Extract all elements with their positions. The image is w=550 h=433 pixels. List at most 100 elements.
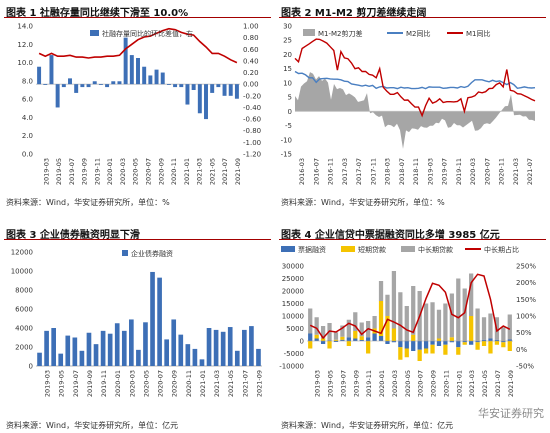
bar xyxy=(216,84,221,88)
y-tick-label-right: 200% xyxy=(516,279,536,287)
chart-panel-3: 图表 3 企业债券融资明显下滑 0 2000 4000 6000 8000 10000 12… xyxy=(0,222,275,433)
legend-swatch xyxy=(341,246,355,252)
bar-segment xyxy=(404,341,409,349)
x-tick-label: 2017-03 xyxy=(341,158,349,185)
legend-swatch xyxy=(122,250,128,256)
bar-segment xyxy=(308,341,313,349)
bar-segment xyxy=(340,336,345,340)
x-tick-label: 2018-03 xyxy=(384,158,392,185)
y-tick-label-left: 15000 xyxy=(282,300,304,308)
legend-swatch xyxy=(281,246,295,252)
x-tick-label: 2016-03 xyxy=(298,158,306,185)
bar-segment xyxy=(378,281,384,301)
bar xyxy=(242,329,247,366)
y-tick-label: 10000 xyxy=(11,268,33,276)
bar xyxy=(206,328,212,366)
x-tick-label: 2020-11 xyxy=(498,158,506,185)
line-series xyxy=(38,27,238,64)
bar xyxy=(105,84,110,88)
x-tick-label: 2020-05 xyxy=(132,158,140,185)
y-tick-label-left: 6.0 xyxy=(22,96,33,104)
x-tick-label: 2019-05 xyxy=(55,158,63,185)
bar xyxy=(93,344,99,366)
x-tick-label: 2019-05 xyxy=(327,370,335,397)
bar xyxy=(129,55,134,85)
y-tick-label-right: 150% xyxy=(516,296,536,304)
bar-segment xyxy=(501,327,506,341)
legend-swatch xyxy=(401,246,415,252)
bar xyxy=(185,84,190,105)
bar-segment xyxy=(469,341,474,345)
bar xyxy=(154,69,159,85)
x-tick-label: 2019-11 xyxy=(100,370,108,397)
legend-label: 中长期贷款 xyxy=(418,245,453,254)
y-tick-label: 4000 xyxy=(15,325,33,333)
bar-segment xyxy=(417,341,422,350)
y-tick-label: 0 xyxy=(288,108,292,116)
bar-segment xyxy=(411,334,416,341)
x-tick-label: 2020-01 xyxy=(114,370,122,397)
x-tick-label: 2021-05 xyxy=(208,158,216,185)
x-tick-label: 2020-07 xyxy=(483,158,491,185)
x-tick-label: 2019-07 xyxy=(441,158,449,185)
bar-segment xyxy=(462,342,467,345)
bar xyxy=(150,271,155,366)
bar-segment xyxy=(411,341,416,351)
x-tick-label: 2021-01 xyxy=(183,158,191,185)
y-tick-label: 10 xyxy=(283,79,292,87)
bar-segment xyxy=(456,341,461,348)
bar-segment xyxy=(333,341,339,342)
x-tick-label: 2017-11 xyxy=(369,158,377,185)
bar-segment xyxy=(346,337,351,341)
legend-label: M1-M2剪刀差 xyxy=(318,29,363,38)
x-tick-label: 2018-11 xyxy=(412,158,420,185)
bar-segment xyxy=(443,344,448,355)
x-tick-label: 2019-11 xyxy=(365,370,373,397)
y-tick-label-right: 0.80 xyxy=(243,34,259,42)
bar-segment xyxy=(475,342,480,350)
y-tick-label-left: 14.0 xyxy=(17,23,33,31)
x-tick-label: 2021-03 xyxy=(196,158,204,185)
bar xyxy=(100,330,106,366)
bar-segment xyxy=(320,338,326,341)
bar xyxy=(160,72,165,85)
bar-segment xyxy=(488,341,493,354)
x-tick-label: 2019-03 xyxy=(426,158,434,185)
bar-segment xyxy=(423,348,429,354)
bar-segment xyxy=(372,316,377,329)
bar-segment xyxy=(507,314,512,340)
bar xyxy=(43,84,48,85)
bar xyxy=(210,84,215,93)
x-tick-label: 2019-09 xyxy=(81,158,89,185)
y-tick-label-left: 20000 xyxy=(282,288,304,296)
bar-segment xyxy=(359,340,364,341)
bar-segment xyxy=(346,341,351,346)
bar xyxy=(129,319,134,366)
y-tick-label: 25 xyxy=(283,37,292,45)
y-tick-label: 15 xyxy=(283,65,292,73)
bar xyxy=(44,330,49,366)
title-rule xyxy=(279,17,546,18)
chart-panel-4: 图表 4 企业信贷中票据融资同比多增 3985 亿元 -10000 -5000 0 5… xyxy=(275,222,550,433)
bar-segment xyxy=(475,308,480,341)
chart-title-4: 图表 4 企业信贷中票据融资同比多增 3985 亿元 xyxy=(281,230,500,241)
bar-segment xyxy=(314,334,319,339)
legend-label: 企业债券融资 xyxy=(131,249,173,258)
y-tick-label-left: 25000 xyxy=(282,275,304,283)
y-tick-label-left: 30000 xyxy=(282,263,304,271)
bar-segment xyxy=(436,338,442,341)
title-rule xyxy=(4,17,271,18)
bar-segment xyxy=(494,339,500,341)
bar-segment xyxy=(353,338,358,341)
bar xyxy=(49,55,54,85)
y-tick-label-left: 0 xyxy=(300,338,304,346)
x-tick-label: 2021-01 xyxy=(455,370,463,397)
chart-panel-2: 图表 2 M1-M2 剪刀差继续走阔 -15 -10 -5 0 5 10 15 20 25 30 M… xyxy=(275,0,550,215)
bar xyxy=(107,333,113,366)
chart-1-svg: 0.0 2.0 4.0 6.0 8.0 10.0 12.0 14.0 1.00 0.80 0.60 0… xyxy=(17,23,261,186)
bar-segment xyxy=(327,341,332,349)
bar-segment xyxy=(423,341,429,349)
y-tick-label-right: 0.40 xyxy=(243,57,259,65)
bar-segment xyxy=(443,303,448,341)
bar xyxy=(65,335,71,366)
